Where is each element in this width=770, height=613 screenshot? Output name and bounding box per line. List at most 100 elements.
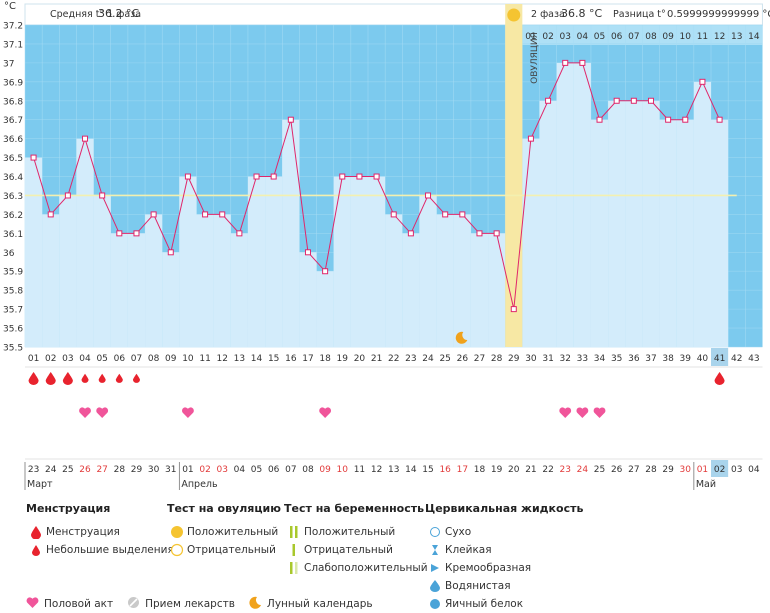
temperature-column [247,176,266,347]
phase2-label: 2 фаза [531,9,565,20]
temperature-column [385,214,403,347]
temperature-point [545,97,552,104]
phase1-value: 36.2 °C [98,7,139,20]
cycle-day-label: 41 [714,354,725,364]
temperature-column [282,119,300,348]
calendar-day-label: 23 [559,465,570,475]
phase2-day-label: 11 [697,32,708,42]
phase2-day-label: 09 [662,32,674,42]
legend-pregnancy-item: Отрицательный [304,544,393,556]
y-tick-label: 36 [3,249,15,259]
temperature-column [76,138,94,347]
temperature-column [265,176,283,347]
legend-cervical-item: Клейкая [445,544,492,556]
temperature-column [368,176,386,347]
cycle-day-label: 25 [439,354,450,364]
phase2-value: 36.8 °C [561,7,602,20]
calendar-day-label: 23 [28,465,39,475]
calendar-day-label: 24 [577,465,589,475]
y-tick-label: 36.3 [3,192,23,202]
legend-menstruation: Менструация Менструация Небольшие выделе… [26,502,174,559]
temperature-point [47,211,54,218]
temperature-column [522,138,540,347]
month-label: Март [27,479,53,490]
phase2-day-label: 08 [645,32,657,42]
phase2-day-label: 07 [628,32,639,42]
single-stripe-icon [284,543,304,557]
temperature-point [493,230,500,237]
cycle-day-label: 34 [594,354,606,364]
temperature-column [625,100,643,347]
calendar-day-label: 29 [662,465,674,475]
calendar-day-label: 18 [474,465,486,475]
temperature-point [64,192,71,199]
calendar-day-label: 03 [731,465,742,475]
calendar-day-label: 17 [457,465,468,475]
temperature-point [716,116,723,123]
calendar-day-label: 07 [285,465,296,475]
temperature-column [608,100,626,347]
temperature-point [287,116,294,123]
cycle-day-label: 09 [165,354,177,364]
temperature-point [682,116,689,123]
temperature-point [219,211,226,218]
legend-lunar: Лунный календарь [266,598,373,610]
temperature-column [110,233,128,347]
positive-circle-icon [167,525,187,539]
legend-ovulation-item: Положительный [187,526,279,538]
today-highlight [711,348,729,366]
cycle-day-label: 20 [354,354,366,364]
legend-menstruation-item: Небольшие выделения [46,544,174,556]
temperature-column [556,62,574,347]
legend-menstruation-title: Менструация [26,502,111,515]
temperature-point [459,211,466,218]
ovulation-sun-icon [507,8,521,22]
heart-icon [182,407,194,418]
temperature-point [322,268,329,275]
cycle-day-label: 18 [319,354,331,364]
cycle-day-label: 10 [182,354,194,364]
y-tick-label: 36.2 [3,211,23,221]
temperature-point [596,116,603,123]
calendar-day-label: 31 [165,465,176,475]
calendar-day-label: 10 [337,465,349,475]
temperature-point [30,154,37,161]
cycle-day-label: 42 [731,354,742,364]
heart-icon [26,596,39,612]
temperature-column [127,233,146,347]
phase2-day-label: 05 [594,32,605,42]
temperature-point [425,192,432,199]
menstruation-drop-icon [132,373,140,383]
temperature-column [196,214,214,347]
legend-pregnancy-item: Слабоположительный [304,562,428,574]
cycle-day-label: 13 [234,354,245,364]
temperature-point [699,78,706,85]
phase2-day-label: 04 [577,32,589,42]
heart-icon [96,407,109,418]
legend-medication: Прием лекарств [145,598,235,610]
cycle-day-label: 29 [508,354,520,364]
cycle-day-label: 33 [577,354,588,364]
temperature-point [304,249,311,256]
calendar-day-label: 04 [748,465,760,475]
temperature-column [470,233,489,347]
calendar-day-label: 27 [628,465,639,475]
temperature-column [573,62,591,347]
cycle-day-label: 03 [62,354,73,364]
cycle-day-label: 40 [697,354,709,364]
month-label: Май [696,479,716,490]
cycle-day-label: 17 [302,354,313,364]
temperature-point [253,173,260,180]
calendar-day-label: 13 [388,465,399,475]
legend-cervical-item: Яичный белок [445,598,524,610]
cycle-day-label: 07 [131,354,142,364]
temperature-point [133,230,140,237]
pill-icon [127,596,140,612]
creamy-icon [425,562,445,574]
calendar-day-label: 05 [251,465,262,475]
calendar-day-label: 03 [216,465,227,475]
cycle-day-label: 02 [45,354,56,364]
legend-pregnancy-test: Тест на беременность Положительный Отриц… [284,502,428,577]
cycle-day-label: 19 [337,354,349,364]
